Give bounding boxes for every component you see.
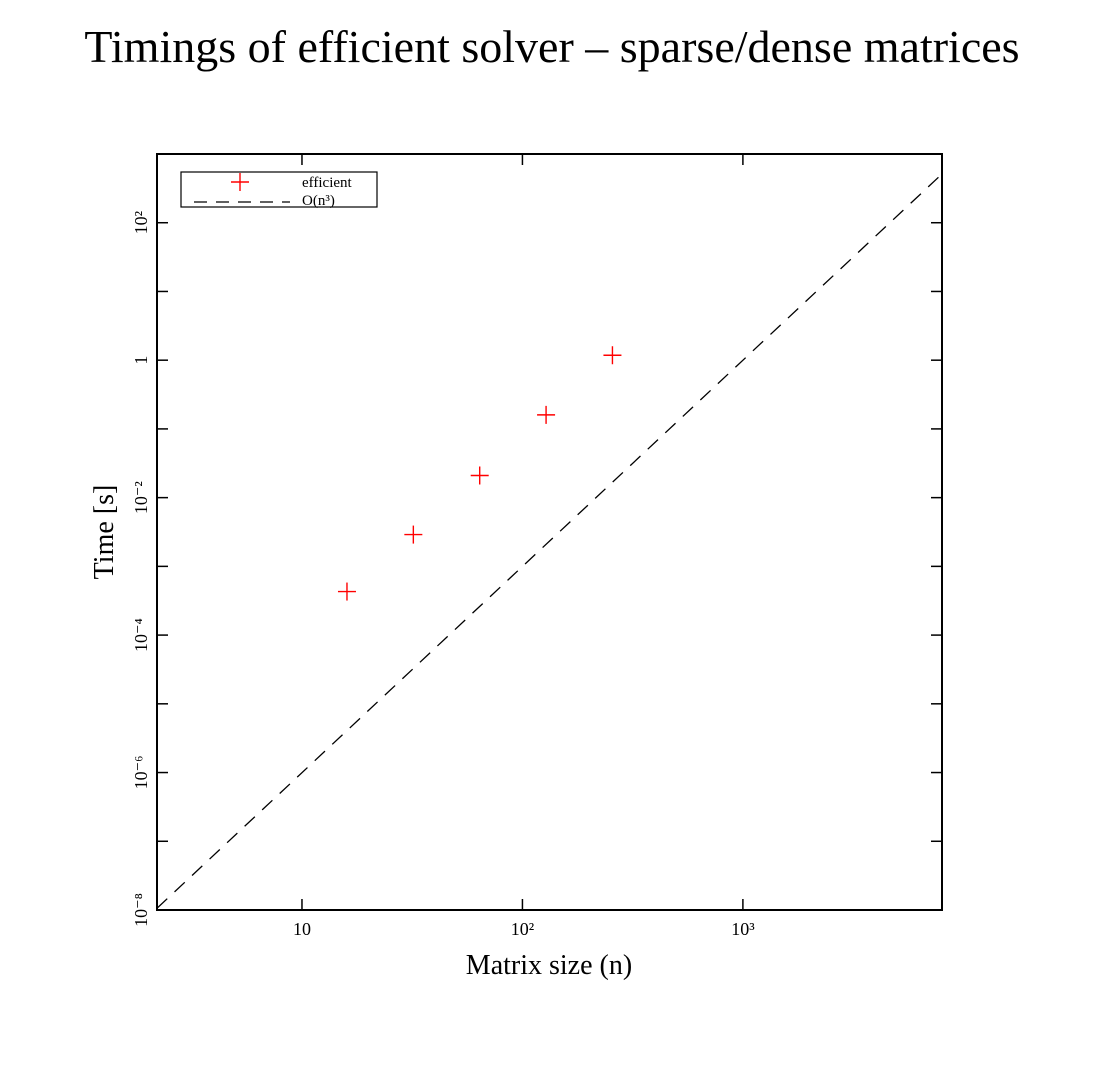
legend-label-efficient: efficient bbox=[302, 175, 353, 191]
y-axis-label: Time [s] bbox=[89, 485, 120, 580]
legend: efficient O(n³) bbox=[180, 171, 378, 209]
x-tick-label: 10 bbox=[293, 919, 311, 939]
y-tick-label: 10⁻⁸ bbox=[131, 893, 151, 927]
data-layer bbox=[156, 173, 943, 909]
y-tick-label: 10⁻⁶ bbox=[131, 756, 151, 790]
data-point bbox=[470, 466, 489, 485]
axis-ticks: 10 10² 10³ 10⁻⁸ 10⁻⁶ 10⁻⁴ 10⁻² 1 10² bbox=[131, 153, 942, 939]
legend-label-o-n3: O(n³) bbox=[302, 193, 335, 209]
legend-box bbox=[180, 171, 378, 208]
y-tick-label: 10² bbox=[131, 211, 151, 234]
x-tick-label: 10³ bbox=[731, 919, 755, 939]
data-point bbox=[404, 525, 423, 544]
data-point bbox=[337, 582, 356, 601]
data-point bbox=[537, 405, 556, 424]
chart-title: Timings of efficient solver – sparse/den… bbox=[84, 21, 1019, 72]
series-line-o-n3 bbox=[156, 173, 943, 909]
data-point bbox=[603, 346, 622, 365]
y-tick-label: 10⁻² bbox=[131, 481, 151, 514]
legend-marker-efficient bbox=[231, 173, 249, 191]
y-tick-label: 10⁻⁴ bbox=[131, 618, 151, 652]
x-tick-label: 10² bbox=[511, 919, 534, 939]
x-axis-label: Matrix size (n) bbox=[466, 950, 632, 981]
plot-frame bbox=[156, 153, 943, 911]
y-tick-label: 1 bbox=[131, 356, 151, 365]
